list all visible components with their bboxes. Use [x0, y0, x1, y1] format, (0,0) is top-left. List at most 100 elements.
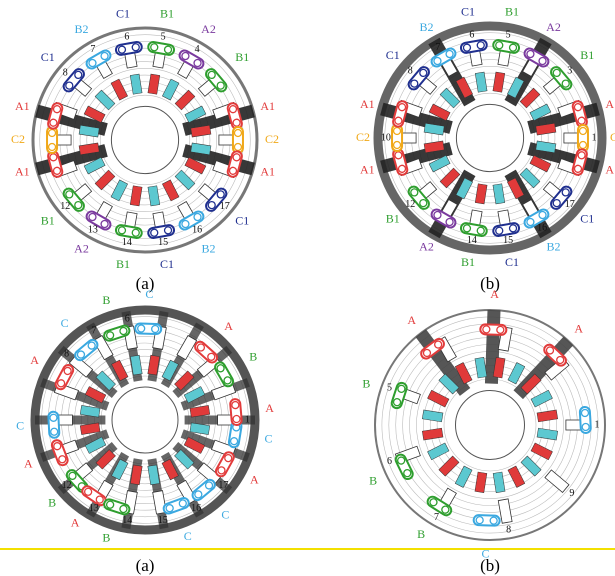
- coil-label: C1: [235, 213, 249, 227]
- coil-label: B: [249, 349, 257, 363]
- slot-number: 17: [218, 480, 228, 491]
- coil-label: C: [145, 287, 153, 301]
- rotor-magnet: [531, 390, 553, 407]
- slot-number: 7: [435, 42, 440, 53]
- coil-label: C1: [461, 5, 475, 19]
- rotor-magnet: [521, 456, 541, 476]
- slot-number: 6: [469, 30, 474, 41]
- rotor-magnet: [475, 72, 487, 92]
- coil-label: A: [24, 457, 33, 471]
- motor-panel: AAABCBBC156789(b): [362, 287, 615, 575]
- motor-panel: C1B1A2B1A1C2A1C1B2C1B1A2B1A1C2A1C1B21356…: [356, 5, 615, 293]
- coil-outline: [73, 338, 99, 362]
- rotor-magnet: [148, 186, 160, 206]
- coil-outline: [135, 323, 161, 334]
- coil-label: B1: [386, 211, 400, 225]
- rotor-magnet: [95, 90, 115, 110]
- coil-label: A1: [260, 165, 275, 179]
- slot-number: 8: [64, 349, 69, 360]
- slot-number: 10: [381, 132, 391, 143]
- rotor-magnet: [455, 466, 472, 488]
- slot-number: 1: [245, 414, 250, 425]
- rotor-magnet: [162, 79, 179, 100]
- coil-outline: [230, 399, 242, 426]
- rotor-magnet: [537, 428, 558, 440]
- coil: [392, 125, 402, 151]
- coil: [193, 340, 219, 365]
- coil-label: C: [61, 316, 69, 330]
- coil-label: A1: [360, 97, 375, 111]
- coil-outline: [480, 324, 506, 335]
- slot-number: 15: [158, 237, 168, 248]
- coil-label: C1: [41, 50, 55, 64]
- coil: [480, 324, 506, 335]
- slot-number: 7: [90, 44, 95, 55]
- coil-label: A1: [605, 97, 615, 111]
- coil-label: A: [30, 353, 39, 367]
- coil-label: A: [407, 313, 416, 327]
- rotor-magnet: [493, 472, 505, 493]
- slot-number: 4: [195, 44, 200, 55]
- slot-number: 8: [506, 525, 511, 536]
- slot-number: 9: [569, 488, 574, 499]
- rotor-magnet: [111, 180, 128, 201]
- coil: [162, 497, 190, 515]
- coil-outline: [213, 361, 235, 389]
- coil-outline: [191, 478, 217, 502]
- coil: [580, 407, 591, 433]
- coil: [48, 412, 59, 438]
- rotor-magnet: [493, 184, 505, 204]
- slot-number: 6: [387, 456, 392, 467]
- coil: [47, 127, 57, 153]
- rotor-magnet: [111, 79, 128, 100]
- slot-number: 14: [122, 515, 132, 526]
- coil-label: C1: [160, 257, 174, 271]
- coil: [147, 41, 174, 55]
- caption: (b): [480, 556, 500, 575]
- coil-label: B: [102, 531, 110, 545]
- coil-label: A1: [605, 163, 615, 177]
- coil: [492, 39, 519, 53]
- coil-label: C: [264, 431, 272, 445]
- coil-outline: [48, 412, 59, 438]
- coil: [474, 515, 500, 526]
- rotor-magnet: [148, 74, 160, 94]
- coil-label: B2: [74, 22, 88, 36]
- rotor-magnet: [175, 170, 195, 190]
- motor-panel: BCCACABABCCACABA1678121314151617(a): [16, 287, 274, 575]
- slot-number: 1: [594, 419, 599, 430]
- coil-label: B: [102, 293, 110, 307]
- rotor-magnet: [422, 428, 443, 440]
- coil-outline: [474, 515, 500, 526]
- shaft: [111, 106, 178, 173]
- slot-number: 8: [63, 67, 68, 78]
- coil-label: A2: [546, 20, 561, 34]
- slot-number: 14: [122, 237, 132, 248]
- slot-number: 16: [192, 225, 202, 236]
- coil-label: A1: [360, 163, 375, 177]
- slot-number: 13: [89, 503, 99, 514]
- coil: [115, 41, 142, 55]
- slot-number: 16: [191, 503, 201, 514]
- coil-label: A: [265, 401, 274, 415]
- coil-label: C1: [386, 48, 400, 62]
- slot-number: 13: [88, 225, 98, 236]
- coil-label: A1: [15, 165, 30, 179]
- coil-label: A2: [74, 242, 89, 256]
- slot-number: 16: [537, 223, 547, 234]
- slot-number: 5: [161, 32, 166, 43]
- rotor-magnet: [439, 456, 459, 476]
- rotor-magnet: [493, 72, 505, 92]
- coil-label: B: [362, 377, 370, 391]
- shaft: [112, 387, 178, 453]
- coil-label: B1: [160, 7, 174, 21]
- slot-number: 14: [467, 235, 477, 246]
- slot-number: 1: [592, 132, 597, 143]
- coil-label: A1: [260, 99, 275, 113]
- rotor-magnet: [422, 410, 443, 422]
- coil-label: B2: [201, 242, 215, 256]
- slot-number: 5: [506, 30, 511, 41]
- coil: [191, 478, 217, 502]
- coil-outline: [54, 363, 75, 391]
- coil-label: C2: [610, 130, 615, 144]
